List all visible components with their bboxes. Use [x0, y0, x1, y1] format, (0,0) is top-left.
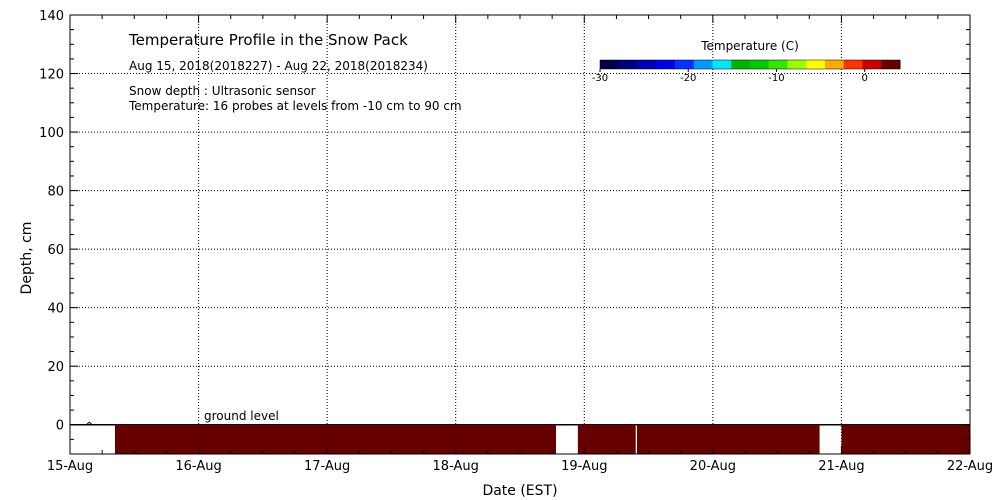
colorbar-swatch	[787, 60, 807, 69]
colorbar-swatch	[881, 60, 901, 69]
y-tick-label: 80	[47, 185, 64, 200]
colorbar-ticks: -30 -20 -10 0	[592, 69, 868, 84]
ground-level-label: ground level	[204, 409, 279, 423]
soil-temperature-segment	[637, 424, 820, 454]
snow-depth-layer	[85, 421, 93, 426]
colorbar-tick-label: -10	[768, 73, 784, 84]
x-axis-label: Date (EST)	[482, 483, 557, 499]
ticks-layer: 15-Aug 16-Aug 17-Aug 18-Aug 19-Aug 20-Aug 21-A…	[39, 9, 993, 474]
x-tick-label: 17-Aug	[304, 459, 350, 474]
y-tick-label: 100	[39, 126, 64, 141]
x-tick-label: 18-Aug	[433, 459, 479, 474]
colorbar-swatch	[675, 60, 695, 69]
y-tick-label: 60	[47, 243, 64, 258]
colorbar-tick-label: -20	[680, 73, 696, 84]
soil-temperature-segment	[841, 424, 970, 454]
colorbar-swatch	[768, 60, 788, 69]
colorbar-swatch	[712, 60, 732, 69]
colorbar-border	[599, 59, 901, 70]
soil-temperature-segment	[577, 424, 636, 454]
colorbar-swatch	[600, 60, 620, 69]
note-snow-depth: Snow depth : Ultrasonic sensor	[129, 84, 316, 98]
x-tick-label: 21-Aug	[818, 459, 864, 474]
colorbar-swatch	[806, 60, 826, 69]
x-tick-label: 19-Aug	[561, 459, 607, 474]
soil-temperature-layer	[115, 424, 970, 454]
note-temperature: Temperature: 16 probes at levels from -1…	[128, 99, 462, 113]
colorbar-tick-label: 0	[862, 73, 868, 84]
x-tick-label: 16-Aug	[175, 459, 221, 474]
colorbar-swatch	[750, 60, 770, 69]
colorbar-swatch	[693, 60, 713, 69]
y-axis-label: Depth, cm	[19, 222, 35, 295]
date-range-label: Aug 15, 2018(2018227) - Aug 22, 2018(201…	[129, 59, 428, 73]
colorbar-swatch	[656, 60, 676, 69]
colorbar-swatch	[825, 60, 845, 69]
colorbar-swatches	[599, 59, 901, 70]
colorbar-swatch	[637, 60, 657, 69]
x-tick-label: 22-Aug	[947, 459, 993, 474]
y-tick-label: 20	[47, 360, 64, 375]
colorbar-swatch	[862, 60, 882, 69]
colorbar-swatch	[618, 60, 638, 69]
colorbar-swatch	[731, 60, 751, 69]
temperature-colorbar: Temperature (C) -30 -20 -10 0	[592, 39, 901, 84]
colorbar-swatch	[843, 60, 863, 69]
y-tick-label: 40	[47, 302, 64, 317]
y-tick-label: 0	[56, 419, 64, 434]
x-tick-label: 15-Aug	[47, 459, 93, 474]
snow-depth-point	[85, 421, 93, 426]
colorbar-tick-label: -30	[592, 73, 608, 84]
colorbar-title: Temperature (C)	[700, 39, 799, 53]
y-tick-label: 140	[39, 9, 64, 24]
chart-title: Temperature Profile in the Snow Pack	[128, 31, 408, 49]
soil-temperature-segment	[115, 424, 556, 454]
x-tick-label: 20-Aug	[690, 459, 736, 474]
y-tick-label: 120	[39, 68, 64, 83]
